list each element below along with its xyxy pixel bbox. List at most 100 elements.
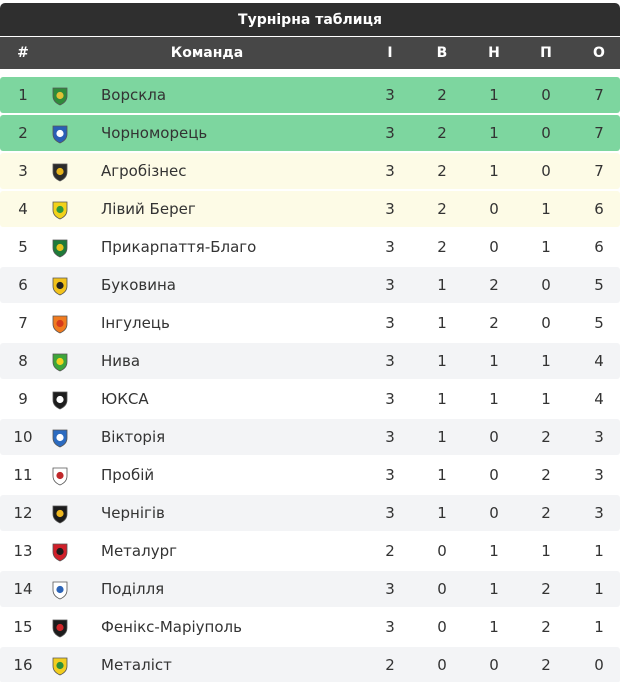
chernihiv-logo-icon bbox=[50, 504, 70, 524]
table-row[interactable]: 2 Чорноморець 3 2 1 0 7 bbox=[0, 114, 620, 152]
table-row[interactable]: 12 Чернігів 3 1 0 2 3 bbox=[0, 494, 620, 532]
losses: 2 bbox=[541, 656, 551, 674]
table-row[interactable]: 7 Інгулець 3 1 2 0 5 bbox=[0, 304, 620, 342]
yuksa-logo-icon bbox=[50, 390, 70, 410]
points: 7 bbox=[594, 162, 604, 180]
team-name[interactable]: ЮКСА bbox=[101, 390, 149, 408]
team-name[interactable]: Ворскла bbox=[101, 86, 167, 104]
standings-rows: 1 Ворскла 3 2 1 0 7 2 Чорноморець 3 2 1 0 7 3 Агробізне… bbox=[0, 76, 620, 682]
games-played: 3 bbox=[385, 580, 395, 598]
team-name[interactable]: Поділля bbox=[101, 580, 165, 598]
table-header: # Команда І В Н П О bbox=[0, 37, 620, 69]
points: 3 bbox=[594, 428, 604, 446]
team-position: 12 bbox=[13, 504, 33, 522]
points: 5 bbox=[594, 276, 604, 294]
team-position: 14 bbox=[13, 580, 33, 598]
header-draws: Н bbox=[488, 45, 500, 61]
inhulets-logo-icon bbox=[50, 314, 70, 334]
wins: 1 bbox=[437, 428, 447, 446]
wins: 1 bbox=[437, 466, 447, 484]
team-name[interactable]: Металург bbox=[101, 542, 177, 560]
games-played: 3 bbox=[385, 314, 395, 332]
games-played: 3 bbox=[385, 504, 395, 522]
draws: 2 bbox=[489, 314, 499, 332]
draws: 1 bbox=[489, 542, 499, 560]
points: 5 bbox=[594, 314, 604, 332]
team-name[interactable]: Агробізнес bbox=[101, 162, 187, 180]
row-background bbox=[0, 77, 620, 113]
table-row[interactable]: 11 Пробій 3 1 0 2 3 bbox=[0, 456, 620, 494]
points: 3 bbox=[594, 466, 604, 484]
team-position: 13 bbox=[13, 542, 33, 560]
table-row[interactable]: 6 Буковина 3 1 2 0 5 bbox=[0, 266, 620, 304]
team-name[interactable]: Пробій bbox=[101, 466, 155, 484]
header-wins: В bbox=[436, 45, 448, 61]
team-name[interactable]: Лівий Берег bbox=[101, 200, 196, 218]
row-background bbox=[0, 533, 620, 569]
draws: 0 bbox=[489, 466, 499, 484]
team-name[interactable]: Металіст bbox=[101, 656, 172, 674]
wins: 2 bbox=[437, 200, 447, 218]
losses: 0 bbox=[541, 86, 551, 104]
team-name[interactable]: Чернігів bbox=[101, 504, 165, 522]
team-name[interactable]: Інгулець bbox=[101, 314, 170, 332]
points: 7 bbox=[594, 86, 604, 104]
header-position: # bbox=[17, 45, 29, 61]
draws: 1 bbox=[489, 390, 499, 408]
team-position: 6 bbox=[18, 276, 28, 294]
table-row[interactable]: 13 Металург 2 0 1 1 1 bbox=[0, 532, 620, 570]
table-row[interactable]: 9 ЮКСА 3 1 1 1 4 bbox=[0, 380, 620, 418]
table-row[interactable]: 15 Фенікс-Маріуполь 3 0 1 2 1 bbox=[0, 608, 620, 646]
draws: 1 bbox=[489, 618, 499, 636]
team-name[interactable]: Прикарпаття-Благо bbox=[101, 238, 257, 256]
row-background bbox=[0, 305, 620, 341]
wins: 1 bbox=[437, 314, 447, 332]
team-position: 4 bbox=[18, 200, 28, 218]
metalist-logo-icon bbox=[50, 656, 70, 676]
team-name[interactable]: Нива bbox=[101, 352, 141, 370]
team-name[interactable]: Вікторія bbox=[101, 428, 166, 446]
draws: 2 bbox=[489, 276, 499, 294]
team-name[interactable]: Фенікс-Маріуполь bbox=[101, 618, 242, 636]
draws: 0 bbox=[489, 504, 499, 522]
wins: 0 bbox=[437, 542, 447, 560]
table-row[interactable]: 4 Лівий Берег 3 2 0 1 6 bbox=[0, 190, 620, 228]
losses: 0 bbox=[541, 124, 551, 142]
row-background bbox=[0, 495, 620, 531]
agrobiznes-logo-icon bbox=[50, 162, 70, 182]
chornomorets-logo-icon bbox=[50, 124, 70, 144]
wins: 0 bbox=[437, 580, 447, 598]
row-background bbox=[0, 419, 620, 455]
points: 1 bbox=[594, 618, 604, 636]
table-row[interactable]: 16 Металіст 2 0 0 2 0 bbox=[0, 646, 620, 682]
row-background bbox=[0, 191, 620, 227]
wins: 1 bbox=[437, 390, 447, 408]
team-position: 11 bbox=[13, 466, 33, 484]
table-row[interactable]: 5 Прикарпаття-Благо 3 2 0 1 6 bbox=[0, 228, 620, 266]
wins: 1 bbox=[437, 276, 447, 294]
games-played: 2 bbox=[385, 542, 395, 560]
losses: 2 bbox=[541, 504, 551, 522]
games-played: 3 bbox=[385, 428, 395, 446]
games-played: 3 bbox=[385, 162, 395, 180]
losses: 2 bbox=[541, 580, 551, 598]
row-background bbox=[0, 457, 620, 493]
games-played: 3 bbox=[385, 276, 395, 294]
games-played: 3 bbox=[385, 618, 395, 636]
nyva-logo-icon bbox=[50, 352, 70, 372]
table-row[interactable]: 14 Поділля 3 0 1 2 1 bbox=[0, 570, 620, 608]
table-row[interactable]: 3 Агробізнес 3 2 1 0 7 bbox=[0, 152, 620, 190]
team-name[interactable]: Чорноморець bbox=[101, 124, 208, 142]
wins: 2 bbox=[437, 124, 447, 142]
team-name[interactable]: Буковина bbox=[101, 276, 176, 294]
table-row[interactable]: 1 Ворскла 3 2 1 0 7 bbox=[0, 76, 620, 114]
points: 6 bbox=[594, 238, 604, 256]
team-position: 1 bbox=[18, 86, 28, 104]
draws: 1 bbox=[489, 162, 499, 180]
table-row[interactable]: 8 Нива 3 1 1 1 4 bbox=[0, 342, 620, 380]
metalurh-logo-icon bbox=[50, 542, 70, 562]
row-background bbox=[0, 343, 620, 379]
table-row[interactable]: 10 Вікторія 3 1 0 2 3 bbox=[0, 418, 620, 456]
wins: 2 bbox=[437, 238, 447, 256]
